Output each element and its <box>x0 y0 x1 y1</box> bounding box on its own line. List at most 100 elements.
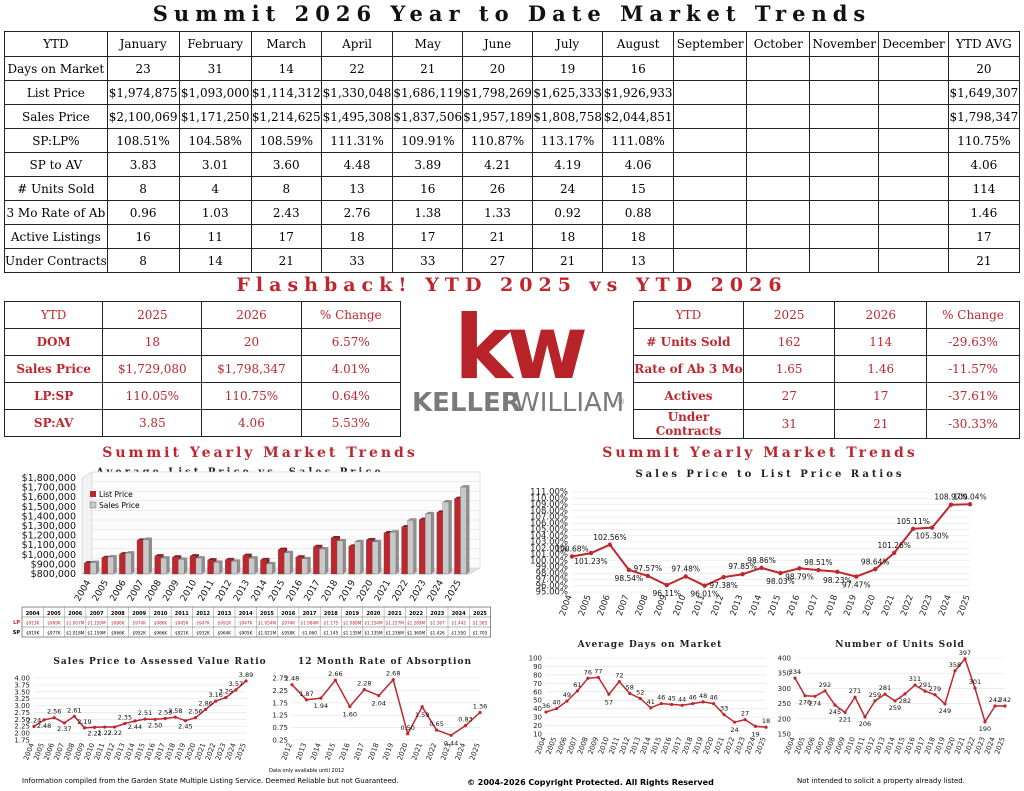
data-point <box>304 698 309 702</box>
data-label: 2.35 <box>118 713 132 721</box>
ytd-header-cell: YTD AVG <box>947 31 1021 57</box>
bar-sales-price <box>160 557 167 575</box>
ytd-cell <box>878 176 949 201</box>
bar-top <box>248 556 258 559</box>
data-label: 101.26% <box>878 541 911 550</box>
bar-side <box>290 550 294 574</box>
data-label: 57 <box>605 698 613 706</box>
ytd-cell <box>746 80 811 105</box>
data-label: 105.11% <box>896 517 929 526</box>
x-tick-label: 2006 <box>109 578 129 603</box>
bar-list-price <box>225 559 232 575</box>
price-table-year: 2007 <box>90 611 104 617</box>
compare-header-cell: 2026 <box>834 301 927 329</box>
ytd-cell: $1,171,250 <box>178 104 252 129</box>
y-tick-label: 3.75 <box>14 681 30 689</box>
data-label: 105.30% <box>915 532 948 541</box>
ytd-cell: $2,100,069 <box>106 104 180 129</box>
compare-row: Under Contracts 31 21 -30.33% <box>633 409 1020 439</box>
data-point <box>113 725 117 729</box>
ytd-cell <box>746 152 811 177</box>
ytd-cell: 114 <box>947 176 1021 201</box>
x-tick-label: 2014 <box>250 578 270 603</box>
compare-cell: 0.64% <box>300 382 402 410</box>
y-tick-label: 99.00% <box>536 563 568 573</box>
ytd-cell <box>878 80 949 105</box>
x-tick-label: 2010 <box>179 578 199 603</box>
x-tick-label: 2008 <box>634 594 651 618</box>
data-point <box>92 725 97 729</box>
data-label: 102.56% <box>593 533 626 542</box>
bar-list-price <box>295 557 302 575</box>
ytd-cell: 2.43 <box>250 200 322 225</box>
data-point <box>204 707 208 712</box>
data-label: 2.58 <box>168 707 182 715</box>
ytd-cell: 113.17% <box>531 128 604 153</box>
ytd-cell: 109.91% <box>392 128 464 153</box>
data-label: 27 <box>741 710 749 718</box>
data-point <box>933 693 937 697</box>
data-label: 108.97% <box>934 493 967 502</box>
y-tick-label: $1,000,000 <box>22 550 76 561</box>
bar-sales-price <box>89 562 97 575</box>
bar-side <box>360 539 364 574</box>
ytd-cell <box>809 248 880 273</box>
ytd-cell <box>672 104 748 129</box>
data-label: 97.57% <box>634 564 663 573</box>
compare-header-cell: % Change <box>300 301 402 329</box>
data-point <box>319 696 323 700</box>
compare-cell: 17 <box>834 382 927 410</box>
bar-side <box>131 551 135 574</box>
price-table-year: 2022 <box>409 611 423 617</box>
sp-av-chart: 1.752.002.252.502.753.003.253.503.754.00… <box>14 671 253 760</box>
series-line <box>794 658 1005 723</box>
price-table-lp: $1.084M <box>300 621 319 626</box>
bar-sales-price <box>319 548 326 575</box>
price-table-sp: $1.360M <box>407 631 426 636</box>
compare-cell: 1.65 <box>742 355 836 383</box>
y-tick-label: 90 <box>533 663 542 671</box>
bar-list-price <box>383 532 391 575</box>
price-table-lp: $969K <box>47 621 61 626</box>
ytd-cell: 21 <box>392 56 464 81</box>
ytd-cell: 16 <box>106 224 180 249</box>
bar-top <box>372 539 382 542</box>
data-label: 2.21 <box>87 729 101 737</box>
data-label: 49 <box>563 691 571 699</box>
data-point <box>62 721 66 725</box>
data-point <box>565 699 569 703</box>
data-point <box>743 718 747 722</box>
price-table-year: 2004 <box>26 611 40 617</box>
ytd-cell <box>672 152 748 177</box>
ytd-cell <box>672 200 748 225</box>
legend-label-sales: Sales Price <box>99 501 140 510</box>
bar-side <box>395 530 399 574</box>
data-label: 2.48 <box>37 722 51 730</box>
price-table-year: 2025 <box>473 611 487 617</box>
ytd-row: Sales Price $2,100,069 $1,171,250 $1,214,62… <box>4 104 1021 129</box>
data-label: 2.68 <box>386 670 400 678</box>
compare-cell: $1,729,080 <box>102 355 203 383</box>
bar-sales-price <box>336 540 344 575</box>
compare-cell: 6.57% <box>300 328 402 356</box>
ytd-cell: $1,957,189 <box>462 104 533 129</box>
bar-top <box>407 518 417 521</box>
data-label: 101.23% <box>574 557 607 566</box>
y-tick-label: 100 <box>529 655 542 663</box>
data-label: 2.04 <box>372 700 386 708</box>
ytd-cell: 17 <box>392 224 464 249</box>
ytd-cell: 3.01 <box>178 152 252 177</box>
ytd-header-cell: YTD <box>4 31 108 57</box>
ytd-cell: SP:LP% <box>4 128 108 153</box>
data-point <box>290 683 294 687</box>
brand-williams: WILLIAMS <box>514 388 626 418</box>
ytd-header-row: YTD January February March April May June July A… <box>4 31 1021 57</box>
ytd-cell: 27 <box>462 248 533 273</box>
ytd-cell <box>878 56 949 81</box>
bar-list-price <box>330 537 338 575</box>
price-table-lp: $1.227M <box>386 621 405 626</box>
data-point <box>333 678 337 682</box>
ytd-cell: 1.46 <box>947 200 1021 225</box>
x-tick-label: 2019 <box>381 742 395 760</box>
bar-top <box>278 547 288 550</box>
